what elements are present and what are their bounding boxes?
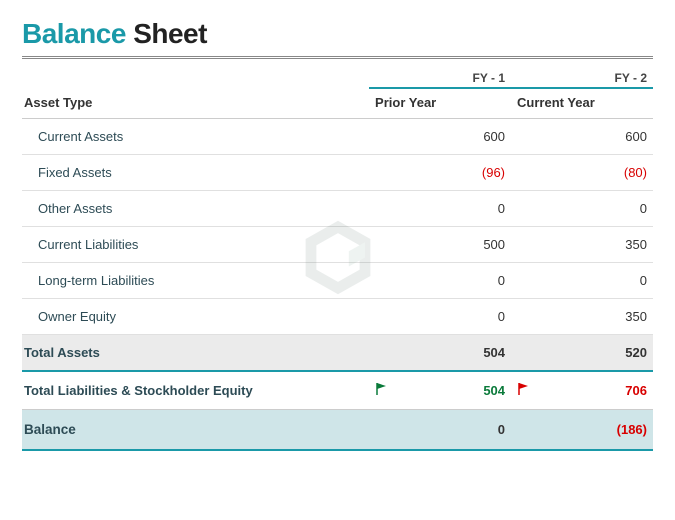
- balance-v2: (186): [511, 410, 653, 451]
- equity-v1: 504: [401, 371, 511, 410]
- row-label: Owner Equity: [22, 299, 369, 335]
- total-assets-row: Total Assets 504 520: [22, 335, 653, 372]
- table-row: Current Liabilities500350: [22, 227, 653, 263]
- header-current: Current Year: [511, 88, 653, 119]
- page-title: Balance Sheet: [22, 18, 653, 59]
- row-label: Long-term Liabilities: [22, 263, 369, 299]
- row-v1: 600: [369, 119, 511, 155]
- title-normal: Sheet: [133, 18, 207, 49]
- flag-green-icon: [375, 382, 389, 396]
- row-label: Current Liabilities: [22, 227, 369, 263]
- balance-label: Balance: [22, 410, 369, 451]
- row-label: Other Assets: [22, 191, 369, 227]
- equity-row: Total Liabilities & Stockholder Equity 5…: [22, 371, 653, 410]
- row-label: Current Assets: [22, 119, 369, 155]
- fy1-label: FY - 1: [369, 65, 511, 88]
- balance-row: Balance 0 (186): [22, 410, 653, 451]
- row-v2: (80): [511, 155, 653, 191]
- table-row: Owner Equity0350: [22, 299, 653, 335]
- equity-label: Total Liabilities & Stockholder Equity: [22, 371, 369, 410]
- balance-v1: 0: [369, 410, 511, 451]
- total-assets-v2: 520: [511, 335, 653, 372]
- row-v1: 0: [369, 299, 511, 335]
- row-label: Fixed Assets: [22, 155, 369, 191]
- fy2-label: FY - 2: [511, 65, 653, 88]
- total-assets-v1: 504: [369, 335, 511, 372]
- header-row: Asset Type Prior Year Current Year: [22, 88, 653, 119]
- table-row: Long-term Liabilities00: [22, 263, 653, 299]
- row-v2: 0: [511, 263, 653, 299]
- row-v1: 0: [369, 191, 511, 227]
- header-asset-type: Asset Type: [22, 88, 369, 119]
- header-prior: Prior Year: [369, 88, 511, 119]
- row-v2: 600: [511, 119, 653, 155]
- flag2-cell: [511, 371, 543, 410]
- table-row: Other Assets00: [22, 191, 653, 227]
- row-v1: (96): [369, 155, 511, 191]
- table-row: Current Assets600600: [22, 119, 653, 155]
- fiscal-year-row: FY - 1 FY - 2: [22, 65, 653, 88]
- flag1-cell: [369, 371, 401, 410]
- row-v2: 350: [511, 299, 653, 335]
- equity-v2: 706: [543, 371, 653, 410]
- row-v1: 0: [369, 263, 511, 299]
- flag-red-icon: [517, 382, 531, 396]
- table-row: Fixed Assets(96)(80): [22, 155, 653, 191]
- title-accent: Balance: [22, 18, 126, 49]
- row-v2: 0: [511, 191, 653, 227]
- row-v1: 500: [369, 227, 511, 263]
- balance-sheet-table: FY - 1 FY - 2 Asset Type Prior Year Curr…: [22, 65, 653, 451]
- row-v2: 350: [511, 227, 653, 263]
- total-assets-label: Total Assets: [22, 335, 369, 372]
